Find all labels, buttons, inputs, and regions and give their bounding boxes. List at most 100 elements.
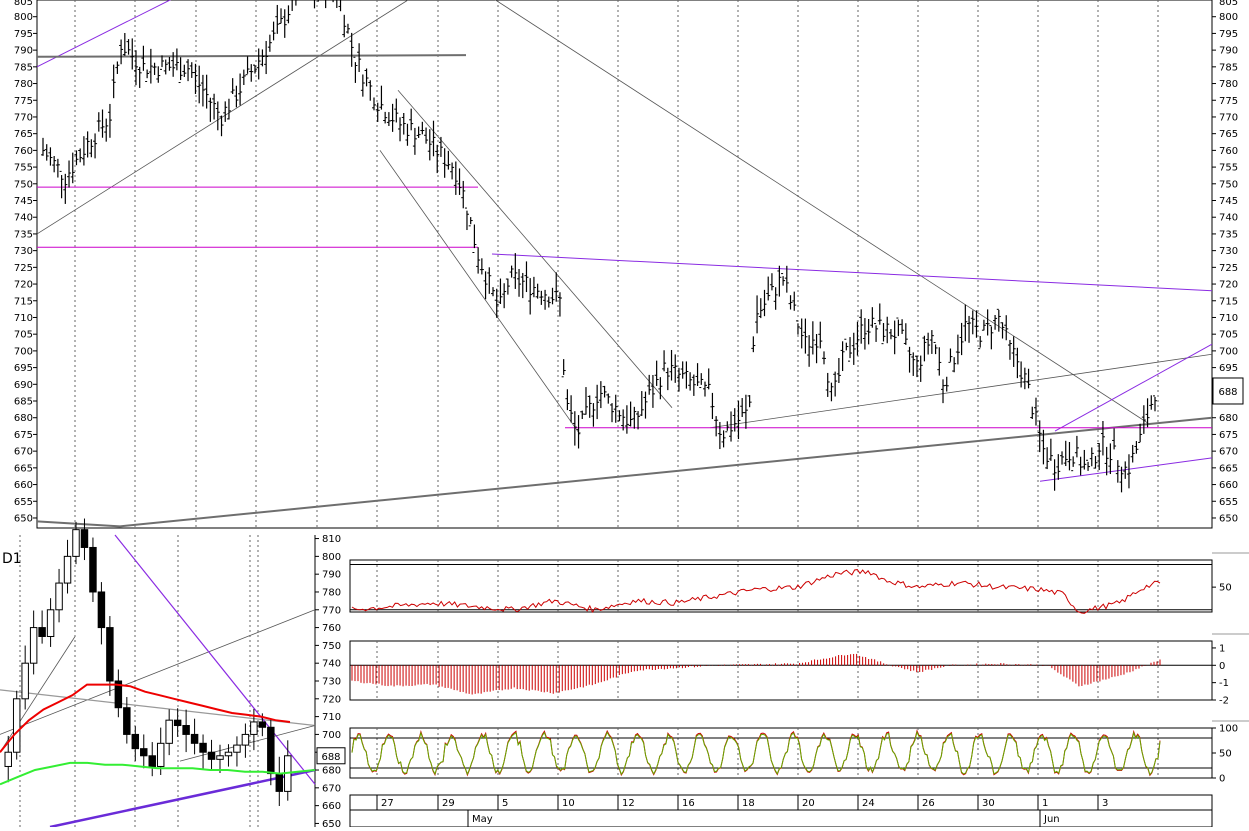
right-tick-label: 800: [1219, 12, 1238, 23]
month-label: Jun: [1043, 814, 1060, 825]
right-tick-label: 785: [1219, 62, 1238, 73]
right-tick-label: 705: [1219, 330, 1238, 341]
macd-tick-label: -2: [1219, 696, 1229, 707]
trendline: [36, 520, 121, 528]
d1-candle: [173, 719, 182, 727]
d1-candle: [275, 773, 284, 792]
date-label: 20: [802, 798, 815, 809]
main-frame: [36, 0, 1213, 529]
macd-frame: [349, 640, 1213, 701]
trendline: [491, 253, 1213, 292]
left-tick-label: 750: [14, 179, 33, 190]
left-tick-label: 765: [14, 129, 33, 140]
d1-candle: [38, 627, 46, 637]
left-tick-label: 730: [14, 246, 33, 257]
d1-tick-label: 790: [322, 570, 341, 581]
left-tick-label: 685: [14, 397, 33, 408]
left-tick-label: 725: [14, 263, 33, 274]
left-tick-label: 770: [14, 112, 33, 123]
d1-candle: [258, 721, 267, 728]
right-tick-label: 660: [1219, 480, 1238, 491]
d1-trendline: [114, 534, 316, 785]
left-tick-label: 690: [14, 380, 33, 391]
d1-tick-label: 650: [322, 819, 341, 827]
left-tick-label: 790: [14, 46, 33, 57]
left-tick-label: 715: [14, 296, 33, 307]
left-tick-label: 805: [14, 0, 33, 8]
left-tick-label: 650: [14, 513, 33, 524]
right-tick-label: 745: [1219, 196, 1238, 207]
d1-title: D1: [2, 551, 22, 567]
left-tick-label: 735: [14, 229, 33, 240]
right-tick-label: 805: [1219, 0, 1238, 8]
date-label: 24: [862, 798, 875, 809]
d1-candle: [140, 748, 148, 757]
d1-trendline: [49, 768, 316, 829]
d1-candle: [55, 582, 63, 611]
trendline: [709, 353, 1213, 429]
left-tick-label: 795: [14, 29, 33, 40]
date-label: 5: [502, 798, 508, 809]
right-tick-label: 765: [1219, 129, 1238, 140]
left-tick-label: 675: [14, 430, 33, 441]
month-label: May: [472, 814, 493, 825]
right-tick-label: 790: [1219, 46, 1238, 57]
left-tick-label: 745: [14, 196, 33, 207]
right-tick-label: 695: [1219, 363, 1238, 374]
d1-tick-label: 750: [322, 641, 341, 652]
left-tick-label: 695: [14, 363, 33, 374]
left-tick-label: 800: [14, 12, 33, 23]
left-tick-label: 780: [14, 79, 33, 90]
d1-tick-label: 730: [322, 677, 341, 688]
sto-tick-label: 50: [1219, 749, 1232, 760]
d1-tick-label: 770: [322, 605, 341, 616]
macd-tick-label: 0: [1219, 661, 1225, 672]
d1-candle: [72, 529, 80, 557]
d1-candle: [4, 751, 12, 767]
macd-panel: 1 0 -1 -2: [349, 633, 1249, 707]
d1-candle: [12, 698, 21, 753]
right-tick-label: 755: [1219, 163, 1238, 174]
right-tick-label: 680: [1219, 413, 1238, 424]
d1-tick-label: 710: [322, 712, 341, 723]
right-tick-label: 740: [1219, 213, 1238, 224]
d1-candle: [63, 555, 72, 584]
right-tick-label: 710: [1219, 313, 1238, 324]
macd-tick-label: 1: [1219, 643, 1225, 654]
right-tick-label: 675: [1219, 430, 1238, 441]
right-tick-label: 715: [1219, 296, 1238, 307]
left-tick-label: 705: [14, 330, 33, 341]
date-label: 12: [622, 798, 635, 809]
trendline: [36, 54, 467, 58]
d1-ma-red: [0, 683, 291, 753]
right-tick-label: 665: [1219, 463, 1238, 474]
d1-candle: [29, 627, 38, 664]
trendline: [379, 150, 581, 435]
sto-d-line: [351, 730, 1161, 776]
sto-k-line: [351, 729, 1161, 777]
d1-tick-label: 720: [322, 694, 341, 705]
left-tick-label: 670: [14, 447, 33, 458]
d1-tick-label: 740: [322, 659, 341, 670]
d1-tick-label: 660: [322, 801, 341, 812]
sto-frame: [349, 727, 1213, 779]
d1-candle: [80, 529, 89, 548]
right-tick-label: 770: [1219, 112, 1238, 123]
right-tick-label: 650: [1219, 513, 1238, 524]
left-tick-label: 655: [14, 497, 33, 508]
left-tick-label: 660: [14, 480, 33, 491]
sto-tick-label: 0: [1219, 774, 1225, 785]
trendline: [36, 0, 172, 68]
right-tick-label: 735: [1219, 229, 1238, 240]
d1-candle: [148, 755, 156, 767]
date-label: 3: [1102, 798, 1108, 809]
date-label: 10: [562, 798, 575, 809]
trendline: [494, 0, 1151, 425]
right-tick-label: 670: [1219, 447, 1238, 458]
d1-candle: [241, 733, 250, 746]
d1-candle: [114, 680, 123, 709]
right-tick-label: 730: [1219, 246, 1238, 257]
d1-tick-label: 670: [322, 783, 341, 794]
trendline: [1054, 343, 1213, 432]
